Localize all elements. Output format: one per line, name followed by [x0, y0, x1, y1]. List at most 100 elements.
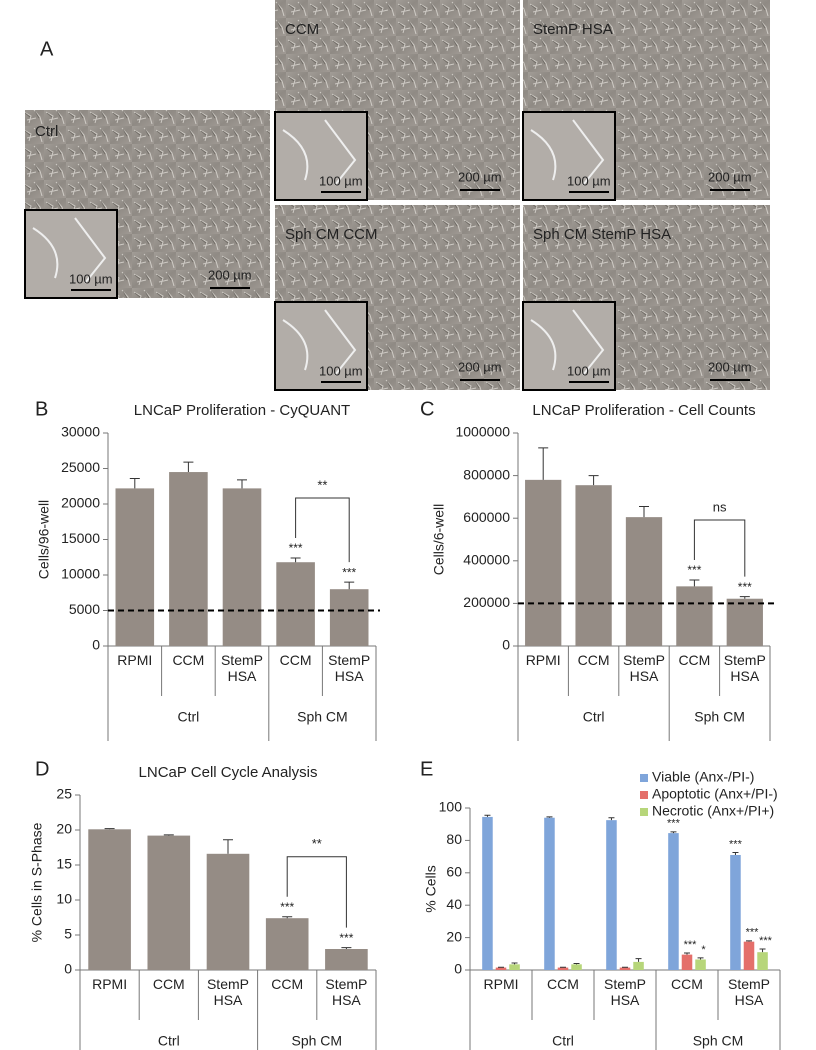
bar [668, 833, 679, 970]
significance: *** [738, 580, 752, 594]
category-label-box: CCM [271, 976, 304, 992]
bar [575, 485, 612, 646]
bar [115, 488, 155, 646]
y-tick-label: 10000 [61, 566, 100, 582]
error-bar [538, 447, 549, 480]
y-tick-label: 0 [64, 961, 72, 977]
x-tick-label: CCM [172, 652, 205, 668]
inset-cells [282, 309, 357, 376]
category-label-box: StemP HSA [221, 652, 263, 684]
y-tick-label: 25 [56, 786, 72, 802]
category-label-box: CCM [547, 976, 579, 992]
inset-scale-label: 100 µm [319, 173, 363, 188]
panel-label: D [35, 758, 49, 780]
bar [169, 472, 208, 646]
micrograph-label: CCM [285, 21, 319, 38]
chart-title: LNCaP Proliferation - Cell Counts [532, 402, 755, 419]
y-tick-label: 20 [446, 928, 462, 944]
error-bar [759, 948, 766, 953]
significance: *** [667, 818, 681, 830]
chart-title: LNCaP Proliferation - CyQUANT [134, 402, 350, 419]
inset-scale-label: 100 µm [69, 271, 113, 286]
group-label: Sph CM [693, 1033, 744, 1049]
significance: * [701, 944, 706, 956]
bar [606, 820, 617, 970]
group-label: Sph CM [292, 1033, 343, 1049]
chart-title: LNCaP Cell Cycle Analysis [139, 764, 318, 781]
x-tick-label: CCM [671, 976, 703, 992]
legend-swatch [640, 774, 648, 782]
micrograph-label: StemP HSA [533, 21, 613, 38]
group-label: Ctrl [158, 1033, 180, 1049]
bar [482, 816, 493, 970]
y-tick-label: 15 [56, 856, 72, 872]
legend-swatch [640, 791, 648, 799]
bar [325, 949, 368, 970]
bar [619, 967, 631, 970]
error-bar [341, 947, 352, 949]
x-tick-label: StemP HSA [727, 976, 770, 1008]
category-label-box: CCM [678, 652, 711, 668]
y-axis-label: Cells/96-well [36, 500, 52, 579]
bar [276, 562, 315, 646]
bar [743, 941, 755, 970]
bar [681, 954, 693, 970]
x-tick-label: StemP HSA [622, 652, 665, 684]
y-tick-label: 20000 [61, 495, 100, 511]
significance: *** [759, 935, 773, 947]
category-label-box: CCM [577, 652, 610, 668]
y-tick-label: 60 [446, 864, 462, 880]
bar [509, 964, 520, 970]
inset-cells [530, 309, 605, 376]
x-tick-label: RPMI [117, 652, 153, 668]
error-bar [689, 579, 700, 587]
group-label: Ctrl [552, 1033, 574, 1049]
micrograph-label: Ctrl [35, 123, 58, 140]
bracket-label: ns [713, 499, 727, 514]
bar [557, 967, 569, 970]
bar [329, 589, 369, 646]
x-tick-label: StemP HSA [328, 652, 371, 684]
group-label: Sph CM [297, 709, 348, 725]
bracket-label: ** [317, 477, 327, 492]
significance: *** [289, 541, 303, 555]
y-tick-label: 0 [502, 637, 510, 653]
scale-label: 200 µm [458, 359, 502, 374]
y-tick-label: 0 [92, 637, 100, 653]
error-bar [573, 963, 580, 965]
y-axis-label: % Cells [423, 865, 439, 912]
error-bar [588, 475, 599, 486]
error-bar [746, 940, 752, 942]
error-bar [183, 461, 194, 473]
category-label-box: StemP HSA [325, 976, 368, 1008]
y-tick-label: 5000 [69, 601, 100, 617]
x-tick-label: RPMI [483, 976, 519, 992]
category-label-box: StemP HSA [206, 976, 249, 1008]
y-tick-label: 400000 [463, 552, 510, 568]
error-bar [608, 817, 615, 821]
error-bar [684, 952, 690, 955]
bar [625, 517, 663, 646]
error-bar [163, 834, 174, 836]
error-bar [129, 477, 140, 489]
y-axis-label: Cells/6-well [431, 504, 447, 576]
error-bar [635, 958, 642, 962]
legend-swatch [640, 808, 648, 816]
error-bar [670, 831, 677, 834]
x-tick-label: CCM [678, 652, 711, 668]
error-bar [290, 557, 301, 563]
x-tick-label: CCM [577, 652, 610, 668]
category-label-box: StemP HSA [328, 652, 371, 684]
y-tick-label: 15000 [61, 530, 100, 546]
bar [525, 479, 562, 646]
x-tick-label: RPMI [525, 652, 561, 668]
x-tick-label: StemP HSA [325, 976, 368, 1008]
y-axis-label: % Cells in S-Phase [29, 822, 45, 942]
x-tick-label: StemP HSA [723, 652, 766, 684]
bar [757, 952, 768, 970]
bar [147, 835, 191, 970]
x-tick-label: StemP HSA [206, 976, 249, 1008]
scale-label: 200 µm [458, 169, 502, 184]
x-tick-label: CCM [271, 976, 304, 992]
category-label-box: StemP HSA [723, 652, 766, 684]
